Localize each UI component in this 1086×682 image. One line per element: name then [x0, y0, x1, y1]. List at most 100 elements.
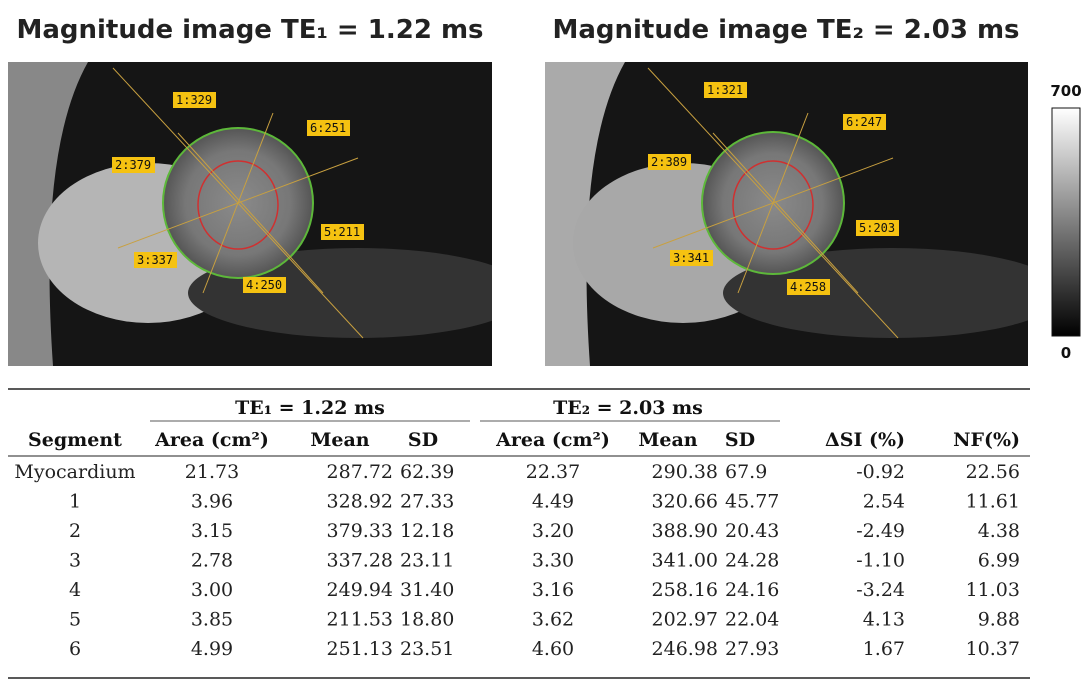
colorbar-max: 700: [1050, 82, 1081, 100]
table-cell: 62.39: [400, 461, 454, 483]
table-cell: 320.66: [652, 491, 718, 513]
mri-image: [545, 62, 1028, 366]
segment-label: 3:341: [673, 251, 709, 265]
table-cell: 1.67: [863, 638, 905, 660]
column-header: SD: [408, 429, 438, 451]
segment-label: 2:379: [115, 158, 151, 172]
table-cell: 5: [69, 609, 81, 631]
table-cell: 1: [69, 491, 81, 513]
segment-label: 5:211: [324, 225, 360, 239]
segment-line: [177, 132, 324, 294]
segment-label: 2:389: [651, 155, 687, 169]
segment-label: 1:329: [176, 93, 212, 107]
group-header: TE₂ = 2.03 ms: [553, 397, 703, 419]
endocardium: [197, 160, 279, 250]
table-cell: -2.49: [856, 520, 905, 542]
table-cell: 341.00: [652, 550, 718, 572]
table-cell: 287.72: [327, 461, 393, 483]
table-cell: 2: [69, 520, 81, 542]
endocardium: [732, 160, 814, 250]
segment-line: [712, 132, 859, 294]
table-cell: 20.43: [725, 520, 779, 542]
table-cell: -1.10: [856, 550, 905, 572]
table-cell: 6.99: [978, 550, 1020, 572]
table-cell: 337.28: [327, 550, 393, 572]
table-cell: 3.00: [191, 579, 233, 601]
segment-label: 4:250: [246, 278, 282, 292]
mri-image: [8, 62, 492, 366]
table-cell: 211.53: [327, 609, 393, 631]
table-cell: 4: [69, 579, 81, 601]
table-cell: 2.78: [191, 550, 233, 572]
tissue: [723, 248, 1028, 338]
table-cell: 22.56: [966, 461, 1020, 483]
table-cell: 4.38: [978, 520, 1020, 542]
table-cell: 3.16: [532, 579, 574, 601]
label-box: [670, 250, 713, 266]
table-cell: 3.85: [191, 609, 233, 631]
table-cell: 23.51: [400, 638, 454, 660]
column-header: Mean: [310, 429, 369, 451]
column-header: NF(%): [953, 429, 1020, 451]
label-box: [648, 154, 691, 170]
table-cell: 290.38: [652, 461, 718, 483]
table-cell: 27.33: [400, 491, 454, 513]
segment-label: 3:337: [137, 253, 173, 267]
segment-label: 4:258: [790, 280, 826, 294]
table-cell: 22.04: [725, 609, 779, 631]
table-cell: -3.24: [856, 579, 905, 601]
table-cell: 6: [69, 638, 81, 660]
table-cell: -0.92: [856, 461, 905, 483]
table-cell: 11.61: [966, 491, 1020, 513]
label-box: [856, 220, 899, 236]
table-cell: 11.03: [966, 579, 1020, 601]
table-cell: 4.60: [532, 638, 574, 660]
table-cell: 4.49: [532, 491, 574, 513]
label-box: [704, 82, 747, 98]
column-header: Area (cm²): [154, 429, 269, 451]
table-cell: 4.13: [863, 609, 905, 631]
label-box: [243, 277, 286, 293]
label-box: [321, 224, 364, 240]
label-box: [843, 114, 886, 130]
table-cell: 388.90: [652, 520, 718, 542]
column-header: Segment: [28, 429, 122, 451]
panel-title: Magnitude image TE₁ = 1.22 ms: [16, 15, 483, 45]
table-cell: 251.13: [327, 638, 393, 660]
segment-label: 6:251: [310, 121, 346, 135]
table-cell: 24.16: [725, 579, 779, 601]
group-header: TE₁ = 1.22 ms: [235, 397, 385, 419]
column-header: SD: [725, 429, 755, 451]
table-cell: 4.99: [191, 638, 233, 660]
table-cell: 18.80: [400, 609, 454, 631]
label-box: [134, 252, 177, 268]
epicardium: [162, 127, 314, 279]
table-cell: 9.88: [978, 609, 1020, 631]
table-cell: 3.20: [532, 520, 574, 542]
table-cell: 202.97: [652, 609, 718, 631]
table-cell: 3.15: [191, 520, 233, 542]
table-cell: 328.92: [327, 491, 393, 513]
table-cell: 3.30: [532, 550, 574, 572]
table-cell: 2.54: [863, 491, 905, 513]
table-cell: 12.18: [400, 520, 454, 542]
table-cell: 21.73: [185, 461, 239, 483]
table-cell: Myocardium: [14, 461, 135, 483]
table-cell: 10.37: [966, 638, 1020, 660]
table-cell: 249.94: [327, 579, 393, 601]
label-box: [307, 120, 350, 136]
epicardium: [701, 131, 845, 275]
label-box: [112, 157, 155, 173]
table-cell: 45.77: [725, 491, 779, 513]
table-cell: 3: [69, 550, 81, 572]
table-cell: 23.11: [400, 550, 454, 572]
table-cell: 3.62: [532, 609, 574, 631]
segment-line: [202, 112, 274, 294]
label-box: [787, 279, 830, 295]
segment-label: 5:203: [859, 221, 895, 235]
table-cell: 246.98: [652, 638, 718, 660]
colorbar-min: 0: [1061, 344, 1071, 362]
table-cell: 27.93: [725, 638, 779, 660]
colorbar: [1051, 107, 1081, 337]
